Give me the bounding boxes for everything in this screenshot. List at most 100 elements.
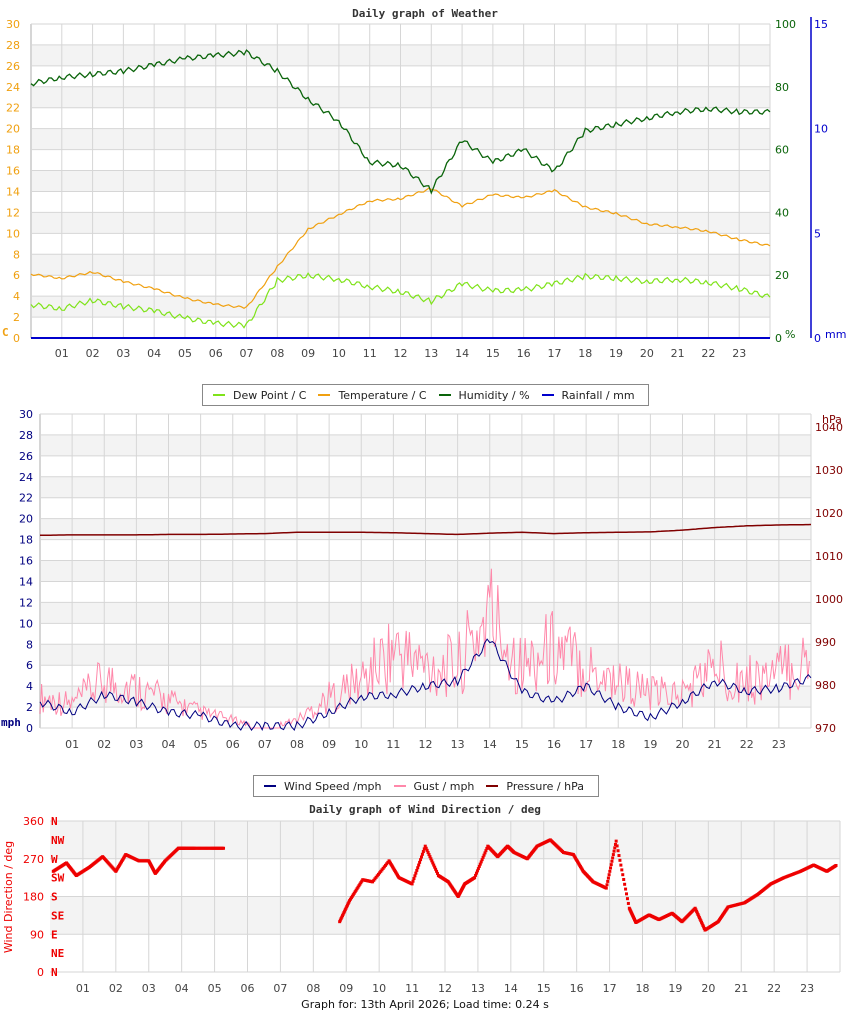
svg-text:40: 40	[775, 206, 789, 219]
svg-text:07: 07	[273, 982, 287, 995]
svg-text:Daily graph of Wind Direction: Daily graph of Wind Direction / deg	[309, 803, 541, 816]
svg-text:22: 22	[767, 982, 781, 995]
legend-swatch-icon	[438, 394, 451, 396]
svg-text:270: 270	[23, 853, 44, 866]
svg-text:13: 13	[451, 738, 465, 751]
legend-item: Gust / mph	[393, 779, 475, 793]
svg-text:180: 180	[23, 891, 44, 904]
svg-text:11: 11	[405, 982, 419, 995]
svg-text:1000: 1000	[815, 593, 843, 606]
wind-pressure-chart: 024681012141618202224262830mphhPa9709809…	[1, 408, 843, 751]
svg-text:0: 0	[775, 332, 782, 345]
svg-text:04: 04	[175, 982, 189, 995]
svg-text:6: 6	[13, 269, 20, 282]
svg-text:13: 13	[424, 347, 438, 360]
svg-text:04: 04	[162, 738, 176, 751]
legend-label: Humidity / %	[458, 388, 530, 402]
svg-text:80: 80	[775, 81, 789, 94]
legend-label: Rainfall / mm	[561, 388, 635, 402]
svg-text:10: 10	[19, 617, 33, 630]
svg-text:21: 21	[708, 738, 722, 751]
svg-text:30: 30	[19, 408, 33, 421]
legend-label: Dew Point / C	[233, 388, 307, 402]
legend-item: Humidity / %	[438, 388, 530, 402]
svg-text:10: 10	[372, 982, 386, 995]
svg-text:02: 02	[109, 982, 123, 995]
svg-text:26: 26	[6, 60, 20, 73]
svg-text:16: 16	[547, 738, 561, 751]
svg-text:Wind Direction / deg: Wind Direction / deg	[2, 841, 15, 953]
svg-text:07: 07	[240, 347, 254, 360]
svg-text:24: 24	[6, 81, 20, 94]
svg-text:11: 11	[386, 738, 400, 751]
svg-text:16: 16	[570, 982, 584, 995]
svg-text:11: 11	[363, 347, 377, 360]
svg-text:03: 03	[142, 982, 156, 995]
svg-text:01: 01	[65, 738, 79, 751]
svg-text:1030: 1030	[815, 464, 843, 477]
svg-text:09: 09	[322, 738, 336, 751]
svg-text:10: 10	[354, 738, 368, 751]
svg-text:N: N	[51, 966, 58, 979]
legend-item: Rainfall / mm	[541, 388, 635, 402]
svg-text:60: 60	[775, 144, 789, 157]
svg-text:17: 17	[603, 982, 617, 995]
svg-text:980: 980	[815, 679, 836, 692]
legend-swatch-icon	[486, 785, 499, 787]
svg-text:20: 20	[640, 347, 654, 360]
svg-text:28: 28	[6, 39, 20, 52]
svg-text:%: %	[785, 328, 795, 341]
legend-swatch-icon	[213, 394, 225, 396]
legend-label: Gust / mph	[413, 779, 475, 793]
svg-text:1020: 1020	[815, 507, 843, 520]
svg-text:05: 05	[208, 982, 222, 995]
svg-text:90: 90	[30, 928, 44, 941]
legend-swatch-icon	[264, 785, 276, 787]
svg-text:990: 990	[815, 636, 836, 649]
svg-text:20: 20	[775, 269, 789, 282]
svg-text:12: 12	[19, 596, 33, 609]
legend-swatch-icon	[541, 394, 554, 396]
svg-text:22: 22	[6, 102, 20, 115]
svg-text:02: 02	[86, 347, 100, 360]
svg-text:28: 28	[19, 429, 33, 442]
svg-text:09: 09	[301, 347, 315, 360]
svg-text:4: 4	[26, 680, 33, 693]
svg-text:0: 0	[814, 332, 821, 345]
svg-text:8: 8	[26, 638, 33, 651]
svg-text:01: 01	[76, 982, 90, 995]
svg-text:1040: 1040	[815, 421, 843, 434]
svg-text:19: 19	[668, 982, 682, 995]
svg-text:15: 15	[814, 18, 828, 31]
svg-text:10: 10	[6, 227, 20, 240]
svg-text:12: 12	[6, 206, 20, 219]
svg-text:03: 03	[116, 347, 130, 360]
svg-text:20: 20	[6, 123, 20, 136]
svg-text:15: 15	[537, 982, 551, 995]
svg-text:E: E	[51, 928, 58, 941]
svg-text:970: 970	[815, 722, 836, 735]
svg-text:NE: NE	[51, 947, 64, 960]
svg-text:6: 6	[26, 659, 33, 672]
svg-text:09: 09	[339, 982, 353, 995]
svg-text:20: 20	[676, 738, 690, 751]
svg-text:22: 22	[701, 347, 715, 360]
svg-text:mph: mph	[1, 716, 21, 729]
svg-text:C: C	[2, 326, 9, 339]
svg-text:16: 16	[6, 165, 20, 178]
svg-text:20: 20	[19, 513, 33, 526]
svg-text:03: 03	[129, 738, 143, 751]
legend-item: Temperature / C	[318, 389, 427, 402]
svg-text:13: 13	[471, 982, 485, 995]
svg-text:10: 10	[814, 123, 828, 136]
svg-text:5: 5	[814, 227, 821, 240]
svg-text:14: 14	[483, 738, 497, 751]
svg-text:2: 2	[13, 311, 20, 324]
weather-chart: Daily graph of Weather024681012141618202…	[2, 7, 846, 360]
svg-text:23: 23	[800, 982, 814, 995]
svg-text:NW: NW	[51, 834, 65, 847]
svg-text:02: 02	[97, 738, 111, 751]
svg-text:SE: SE	[51, 909, 64, 922]
svg-text:19: 19	[643, 738, 657, 751]
svg-text:06: 06	[241, 982, 255, 995]
